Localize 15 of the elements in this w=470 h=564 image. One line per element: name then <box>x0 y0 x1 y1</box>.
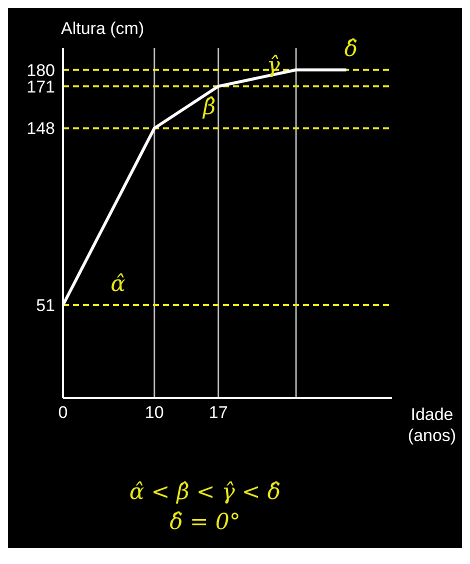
x-tick-label: 17 <box>208 403 228 422</box>
x-tick-label: 0 <box>58 403 68 422</box>
annotation: α̂ <box>110 272 126 298</box>
y-tick-label: 171 <box>26 77 55 96</box>
annotation: γ̂ <box>266 53 281 78</box>
x-tick-label: 10 <box>144 403 164 422</box>
x-axis-title: Idade (anos) <box>408 405 456 445</box>
y-tick-label: 180 <box>26 60 55 80</box>
annotation: β̂ <box>202 95 216 120</box>
y-axis-title: Altura (cm) <box>61 19 144 38</box>
annotation: δ̂ <box>344 36 358 62</box>
y-tick-label: 148 <box>26 119 55 138</box>
text: δ̂ = 0° <box>168 509 242 537</box>
y-tick-label: 51 <box>36 296 55 316</box>
text: α̂ < β̂ < γ̂ < δ̂ <box>128 479 282 507</box>
